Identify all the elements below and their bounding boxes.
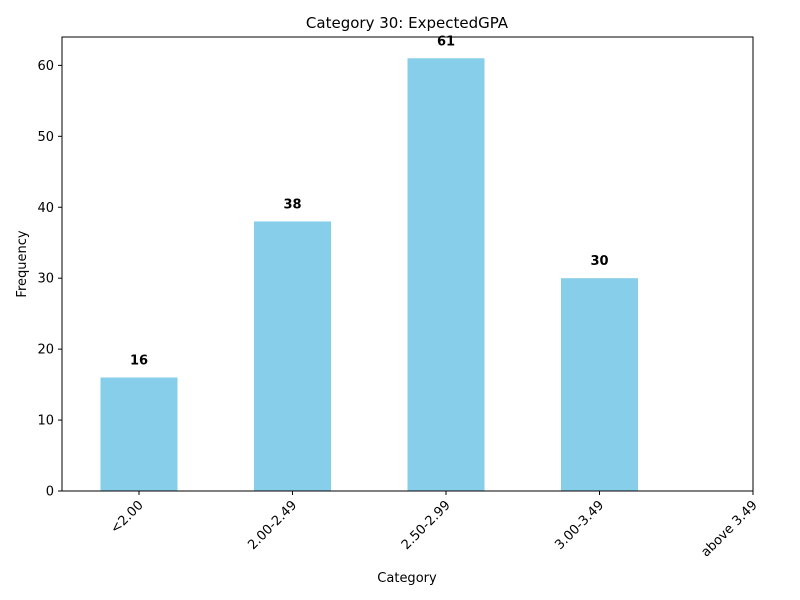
x-tick-label-4: above 3.49 xyxy=(698,498,760,560)
chart-title: Category 30: ExpectedGPA xyxy=(306,14,509,32)
y-tick-label-3: 30 xyxy=(37,272,54,287)
y-tick-label-6: 60 xyxy=(37,59,54,74)
bar-2 xyxy=(407,58,485,491)
x-tick-label-0: <2.00 xyxy=(108,498,147,537)
bar-1 xyxy=(254,221,331,491)
data-label-0: 16 xyxy=(130,354,148,369)
bar-3 xyxy=(561,278,638,491)
x-axis: <2.00 2.00-2.49 2.50-2.99 3.00-3.49 above 3.… xyxy=(108,491,761,560)
y-tick-label-0: 0 xyxy=(46,485,54,500)
y-tick-label-5: 50 xyxy=(37,130,54,145)
x-tick-label-2: 2.50-2.99 xyxy=(399,498,454,553)
x-axis-title: Category xyxy=(377,571,437,586)
y-tick-label-2: 20 xyxy=(37,343,54,358)
bars-group xyxy=(100,58,638,491)
plot-frame xyxy=(61,36,754,492)
x-tick-label-3: 3.00-3.49 xyxy=(552,498,607,553)
y-axis-title: Frequency xyxy=(15,230,30,297)
x-tick-label-1: 2.00-2.49 xyxy=(245,498,300,553)
y-axis: 0 10 20 30 40 50 60 xyxy=(37,59,62,500)
bar-0 xyxy=(100,377,178,491)
y-tick-label-4: 40 xyxy=(37,201,54,216)
data-label-3: 30 xyxy=(590,254,608,269)
data-label-1: 38 xyxy=(283,197,301,212)
data-label-2: 61 xyxy=(437,34,455,49)
y-tick-label-1: 10 xyxy=(37,414,54,429)
data-labels-group: 16 38 61 30 xyxy=(130,34,609,368)
